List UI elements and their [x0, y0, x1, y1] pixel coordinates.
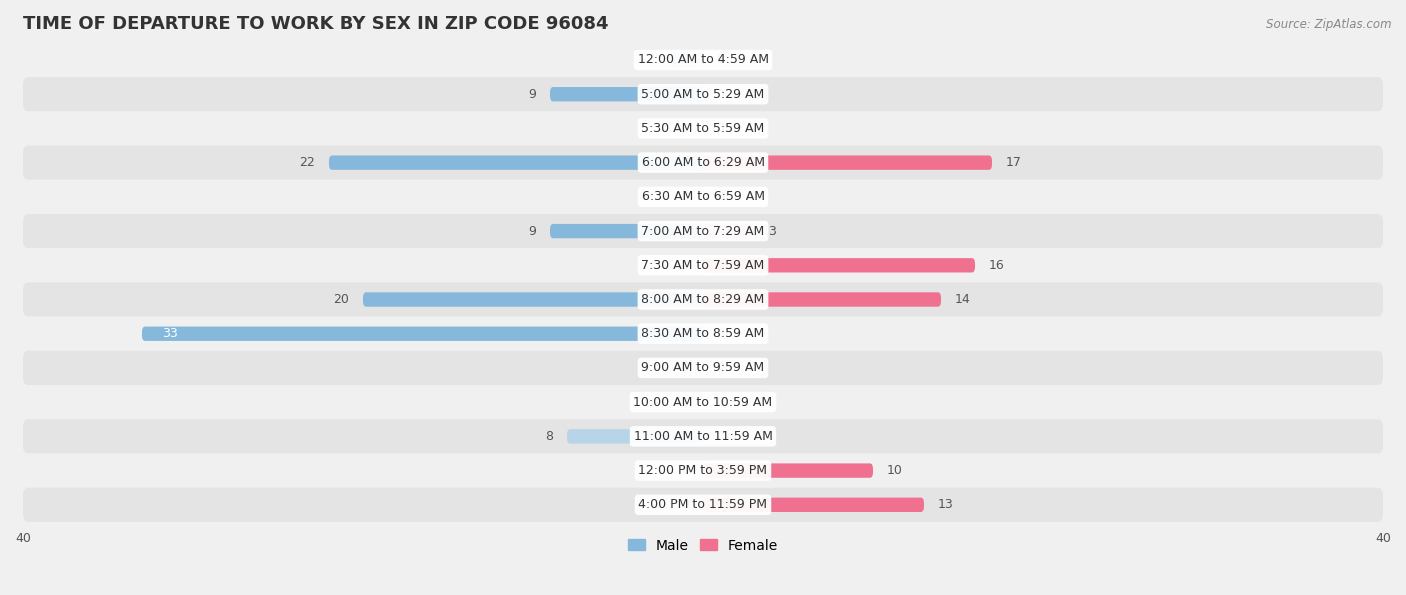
FancyBboxPatch shape [22, 385, 1384, 419]
FancyBboxPatch shape [22, 43, 1384, 77]
FancyBboxPatch shape [550, 87, 703, 101]
Text: 0: 0 [682, 464, 689, 477]
FancyBboxPatch shape [22, 180, 1384, 214]
FancyBboxPatch shape [22, 77, 1384, 111]
Text: 33: 33 [162, 327, 179, 340]
FancyBboxPatch shape [22, 248, 1384, 283]
Text: 0: 0 [717, 190, 724, 203]
Text: 22: 22 [299, 156, 315, 169]
FancyBboxPatch shape [22, 111, 1384, 146]
Text: 9: 9 [529, 224, 536, 237]
FancyBboxPatch shape [703, 155, 993, 170]
Text: 11:00 AM to 11:59 AM: 11:00 AM to 11:59 AM [634, 430, 772, 443]
Text: 0: 0 [682, 122, 689, 135]
FancyBboxPatch shape [329, 155, 703, 170]
FancyBboxPatch shape [22, 419, 1384, 453]
FancyBboxPatch shape [703, 292, 941, 306]
Text: 0: 0 [717, 430, 724, 443]
Text: 0: 0 [682, 396, 689, 409]
Text: 0: 0 [717, 361, 724, 374]
Text: 0: 0 [717, 122, 724, 135]
Text: 10: 10 [887, 464, 903, 477]
FancyBboxPatch shape [22, 146, 1384, 180]
FancyBboxPatch shape [550, 224, 703, 238]
Text: 0: 0 [717, 327, 724, 340]
Text: 9:00 AM to 9:59 AM: 9:00 AM to 9:59 AM [641, 361, 765, 374]
Text: 8:00 AM to 8:29 AM: 8:00 AM to 8:29 AM [641, 293, 765, 306]
Text: 0: 0 [717, 396, 724, 409]
Text: 17: 17 [1005, 156, 1022, 169]
FancyBboxPatch shape [363, 292, 703, 306]
Text: 0: 0 [682, 361, 689, 374]
Text: 20: 20 [333, 293, 349, 306]
FancyBboxPatch shape [22, 317, 1384, 351]
Text: 16: 16 [988, 259, 1004, 272]
FancyBboxPatch shape [142, 327, 703, 341]
Text: 0: 0 [717, 87, 724, 101]
FancyBboxPatch shape [22, 351, 1384, 385]
FancyBboxPatch shape [669, 53, 703, 67]
Legend: Male, Female: Male, Female [623, 533, 783, 558]
Text: 0: 0 [682, 259, 689, 272]
Text: 8: 8 [546, 430, 554, 443]
Text: 10:00 AM to 10:59 AM: 10:00 AM to 10:59 AM [634, 396, 772, 409]
Text: 6:30 AM to 6:59 AM: 6:30 AM to 6:59 AM [641, 190, 765, 203]
Text: 0: 0 [717, 54, 724, 67]
Text: Source: ZipAtlas.com: Source: ZipAtlas.com [1267, 18, 1392, 31]
Text: 3: 3 [768, 224, 776, 237]
FancyBboxPatch shape [22, 453, 1384, 488]
Text: 9: 9 [529, 87, 536, 101]
FancyBboxPatch shape [22, 488, 1384, 522]
Text: TIME OF DEPARTURE TO WORK BY SEX IN ZIP CODE 96084: TIME OF DEPARTURE TO WORK BY SEX IN ZIP … [22, 15, 609, 33]
Text: 12:00 PM to 3:59 PM: 12:00 PM to 3:59 PM [638, 464, 768, 477]
Text: 5:00 AM to 5:29 AM: 5:00 AM to 5:29 AM [641, 87, 765, 101]
Text: 12:00 AM to 4:59 AM: 12:00 AM to 4:59 AM [637, 54, 769, 67]
Text: 7:30 AM to 7:59 AM: 7:30 AM to 7:59 AM [641, 259, 765, 272]
Text: 2: 2 [648, 54, 655, 67]
FancyBboxPatch shape [22, 214, 1384, 248]
Text: 0: 0 [682, 190, 689, 203]
Text: 0: 0 [682, 498, 689, 511]
Text: 7:00 AM to 7:29 AM: 7:00 AM to 7:29 AM [641, 224, 765, 237]
Text: 6:00 AM to 6:29 AM: 6:00 AM to 6:29 AM [641, 156, 765, 169]
Text: 13: 13 [938, 498, 953, 511]
Text: 5:30 AM to 5:59 AM: 5:30 AM to 5:59 AM [641, 122, 765, 135]
Text: 14: 14 [955, 293, 970, 306]
FancyBboxPatch shape [703, 224, 754, 238]
FancyBboxPatch shape [703, 258, 974, 273]
Text: 4:00 PM to 11:59 PM: 4:00 PM to 11:59 PM [638, 498, 768, 511]
FancyBboxPatch shape [703, 464, 873, 478]
FancyBboxPatch shape [22, 283, 1384, 317]
FancyBboxPatch shape [567, 429, 703, 443]
Text: 8:30 AM to 8:59 AM: 8:30 AM to 8:59 AM [641, 327, 765, 340]
FancyBboxPatch shape [703, 497, 924, 512]
